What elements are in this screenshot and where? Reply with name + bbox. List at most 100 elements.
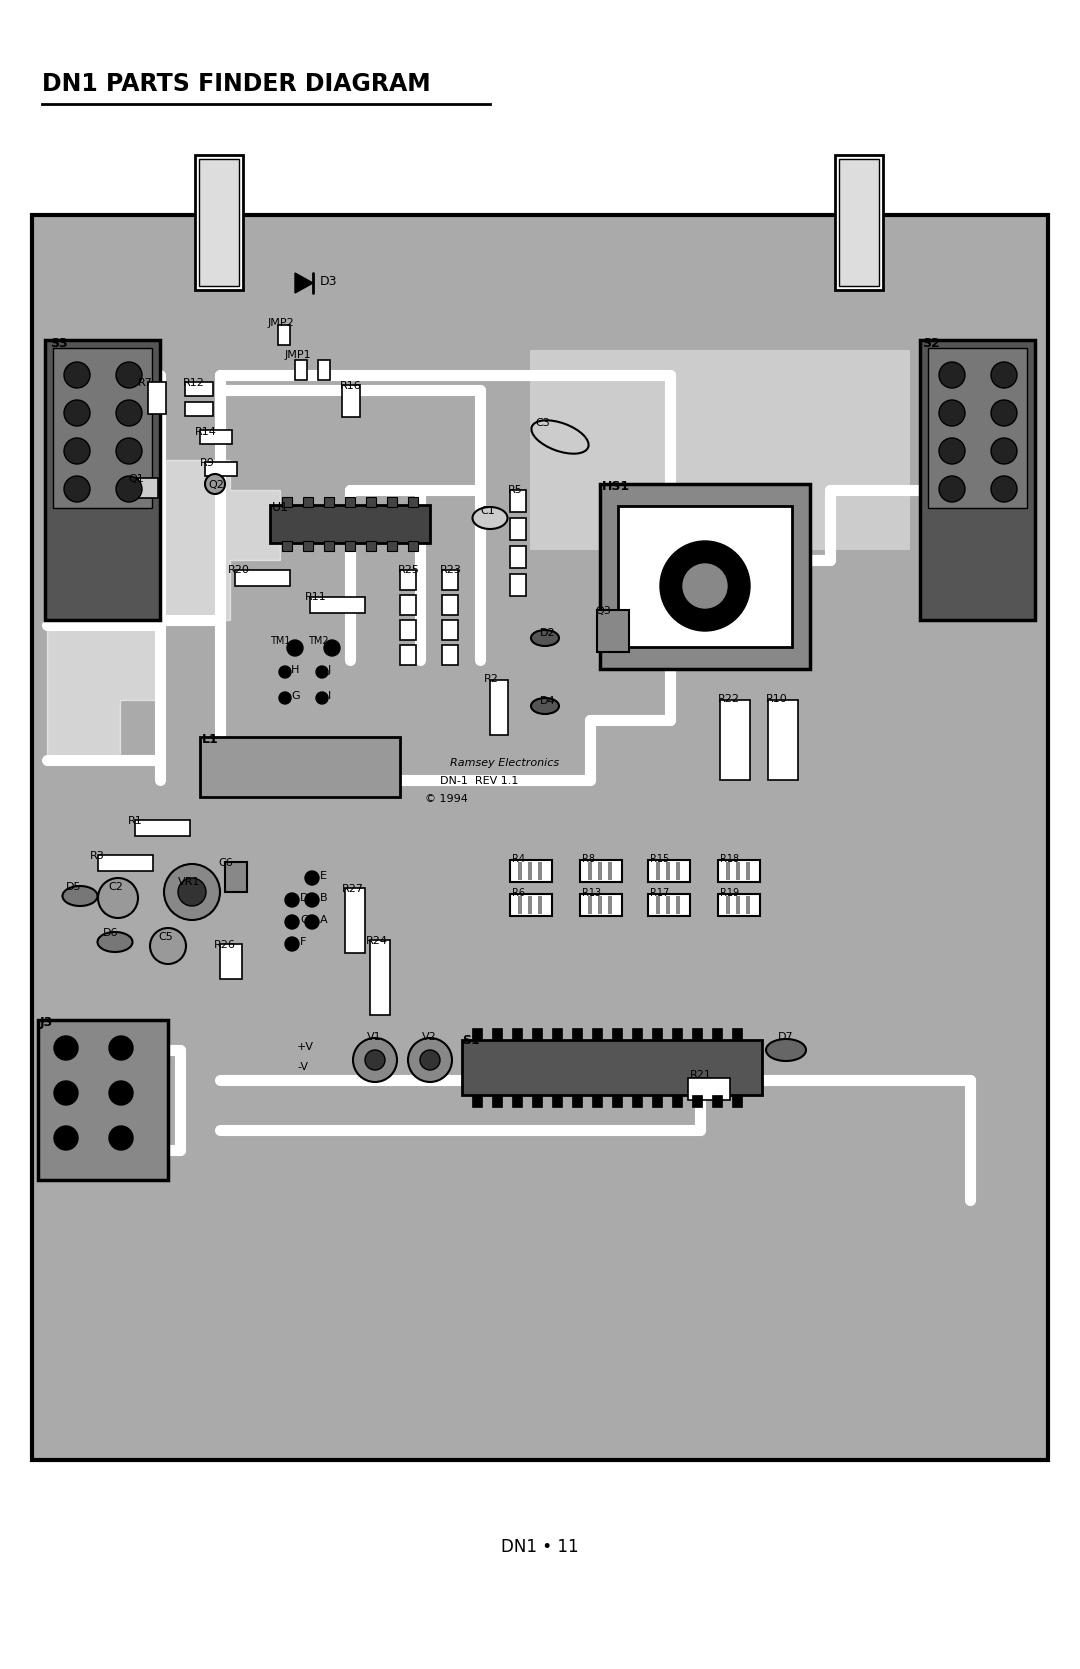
Circle shape (991, 362, 1017, 387)
Ellipse shape (473, 507, 508, 529)
Text: R3: R3 (90, 851, 105, 861)
Bar (200, 738, 400, 798)
Ellipse shape (205, 474, 225, 494)
Circle shape (64, 362, 90, 387)
Bar (400, 644, 416, 664)
Circle shape (116, 437, 141, 464)
Circle shape (150, 928, 186, 965)
Text: HS1: HS1 (602, 481, 630, 492)
Bar (225, 861, 247, 891)
Bar (572, 1095, 582, 1107)
Bar (530, 350, 910, 551)
Text: L1: L1 (202, 733, 219, 746)
Text: D3: D3 (320, 275, 337, 289)
Circle shape (178, 878, 206, 906)
Text: R16: R16 (340, 381, 362, 391)
Bar (462, 1040, 762, 1095)
Bar (98, 855, 153, 871)
Circle shape (991, 437, 1017, 464)
Bar (185, 402, 213, 416)
Bar (510, 491, 526, 512)
Bar (538, 861, 542, 880)
Circle shape (116, 476, 141, 502)
Bar (746, 861, 750, 880)
Bar (618, 506, 792, 648)
Bar (732, 1095, 742, 1107)
Text: DN-1  REV 1.1: DN-1 REV 1.1 (440, 776, 518, 786)
Circle shape (116, 401, 141, 426)
Text: R2: R2 (484, 674, 499, 684)
Bar (666, 896, 670, 915)
Bar (472, 1095, 482, 1107)
Bar (608, 861, 612, 880)
Text: R23: R23 (440, 566, 462, 576)
Text: C5: C5 (158, 931, 173, 941)
Bar (205, 462, 237, 476)
Bar (345, 497, 355, 507)
Text: R27: R27 (342, 885, 364, 895)
Bar (303, 541, 313, 551)
Text: D: D (300, 893, 309, 903)
Text: C3: C3 (535, 417, 550, 427)
Bar (345, 888, 365, 953)
Bar (648, 895, 690, 916)
Circle shape (365, 1050, 384, 1070)
Bar (366, 497, 376, 507)
Bar (370, 940, 390, 1015)
Bar (199, 159, 239, 285)
Text: DN1 • 11: DN1 • 11 (501, 1539, 579, 1556)
Circle shape (164, 865, 220, 920)
Bar (835, 155, 883, 290)
Bar (138, 477, 158, 497)
Bar (588, 896, 592, 915)
Bar (588, 861, 592, 880)
Bar (676, 861, 680, 880)
Text: R22: R22 (718, 694, 740, 704)
Circle shape (64, 401, 90, 426)
Text: +V: +V (297, 1041, 314, 1051)
Bar (928, 349, 1027, 507)
Ellipse shape (97, 931, 133, 951)
Text: D7: D7 (778, 1031, 794, 1041)
Circle shape (116, 362, 141, 387)
Circle shape (683, 564, 727, 608)
Bar (387, 541, 397, 551)
Text: R17: R17 (650, 888, 670, 898)
Bar (400, 619, 416, 639)
Bar (735, 896, 740, 915)
Bar (442, 571, 458, 591)
Circle shape (305, 871, 319, 885)
Bar (512, 1095, 522, 1107)
Bar (712, 1095, 723, 1107)
Text: R13: R13 (582, 888, 602, 898)
Bar (195, 155, 243, 290)
Text: U1: U1 (272, 501, 289, 514)
Circle shape (420, 1050, 440, 1070)
Bar (735, 861, 740, 880)
Bar (270, 506, 430, 542)
Ellipse shape (63, 886, 97, 906)
Bar (656, 896, 660, 915)
Bar (612, 1095, 622, 1107)
Bar (608, 896, 612, 915)
Circle shape (991, 401, 1017, 426)
Ellipse shape (531, 629, 559, 646)
Bar (278, 325, 291, 345)
Text: J3: J3 (40, 1016, 53, 1030)
Bar (38, 1020, 168, 1180)
Circle shape (109, 1127, 133, 1150)
Bar (442, 644, 458, 664)
Circle shape (54, 1082, 78, 1105)
Bar (676, 896, 680, 915)
Ellipse shape (531, 421, 589, 454)
Bar (345, 541, 355, 551)
Bar (400, 571, 416, 591)
Bar (672, 1095, 681, 1107)
Bar (632, 1028, 642, 1040)
Bar (518, 861, 522, 880)
Circle shape (939, 401, 966, 426)
Circle shape (64, 476, 90, 502)
Text: JMP2: JMP2 (268, 319, 295, 329)
Bar (692, 1095, 702, 1107)
Text: V2: V2 (422, 1031, 436, 1041)
